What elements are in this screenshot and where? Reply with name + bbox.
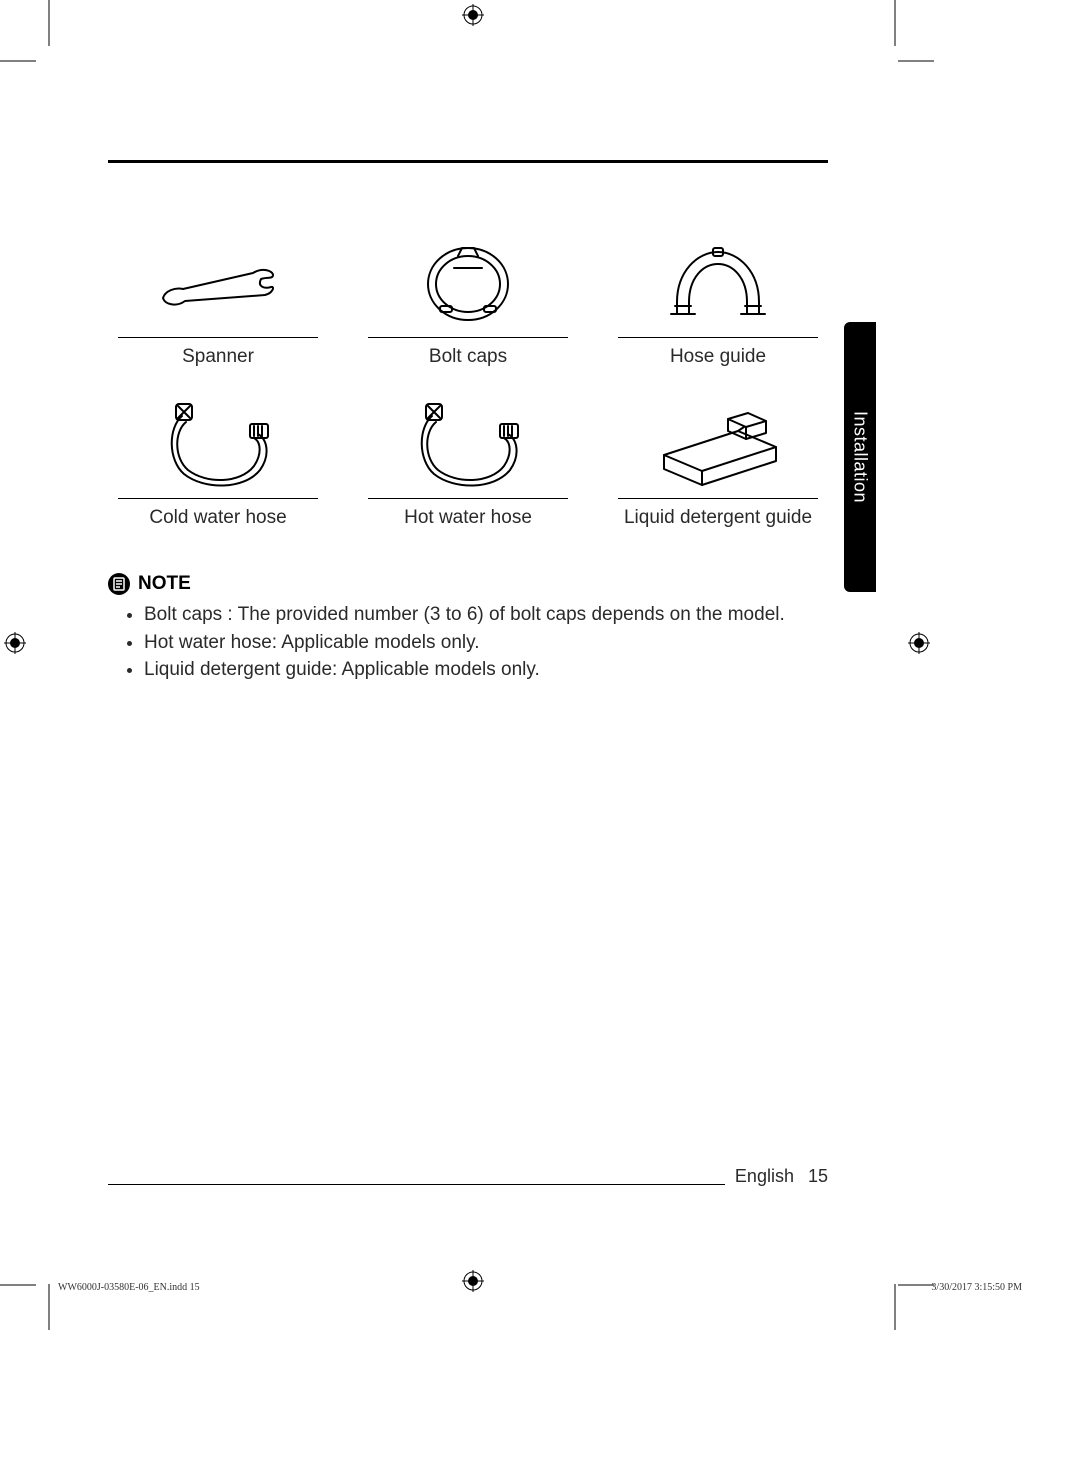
spanner-icon — [108, 233, 328, 333]
item-bolt-caps: Bolt caps — [358, 233, 578, 386]
print-file: WW6000J-03580E-06_EN.indd 15 — [58, 1282, 200, 1293]
note-bullet: Bolt caps : The provided number (3 to 6)… — [144, 601, 828, 629]
item-spanner: Spanner — [108, 233, 328, 386]
item-cold-water-hose: Cold water hose — [108, 394, 328, 547]
footer-page-number: 15 — [808, 1166, 828, 1186]
page-content: Spanner Bolt caps — [108, 160, 828, 684]
registration-mark-icon — [462, 4, 484, 26]
note-list: Bolt caps : The provided number (3 to 6)… — [108, 601, 828, 684]
note-block: NOTE Bolt caps : The provided number (3 … — [108, 573, 828, 684]
item-hose-guide: Hose guide — [608, 233, 828, 386]
note-icon — [108, 573, 130, 595]
note-bullet: Liquid detergent guide: Applicable model… — [144, 656, 828, 684]
accessories-grid: Spanner Bolt caps — [108, 233, 828, 547]
item-hot-water-hose: Hot water hose — [358, 394, 578, 547]
cold-water-hose-icon — [108, 394, 328, 494]
item-label: Hot water hose — [358, 507, 578, 529]
footer-language: English — [735, 1166, 794, 1186]
liquid-detergent-guide-icon — [608, 394, 828, 494]
page-footer: English15 — [108, 1176, 828, 1194]
print-timestamp: 3/30/2017 3:15:50 PM — [931, 1282, 1022, 1293]
item-label: Cold water hose — [108, 507, 328, 529]
section-tab: Installation — [844, 322, 876, 592]
note-title: NOTE — [138, 573, 191, 595]
note-bullet: Hot water hose: Applicable models only. — [144, 629, 828, 657]
hot-water-hose-icon — [358, 394, 578, 494]
hose-guide-icon — [608, 233, 828, 333]
section-tab-label: Installation — [850, 411, 871, 503]
item-liquid-detergent-guide: Liquid detergent guide — [608, 394, 828, 547]
item-label: Hose guide — [608, 346, 828, 368]
item-label: Liquid detergent guide — [608, 507, 828, 529]
bolt-caps-icon — [358, 233, 578, 333]
item-label: Spanner — [108, 346, 328, 368]
registration-mark-icon — [4, 632, 26, 654]
print-footer: WW6000J-03580E-06_EN.indd 15 3/30/2017 3… — [58, 1282, 1022, 1293]
registration-mark-icon — [908, 632, 930, 654]
top-rule — [108, 160, 828, 163]
item-label: Bolt caps — [358, 346, 578, 368]
